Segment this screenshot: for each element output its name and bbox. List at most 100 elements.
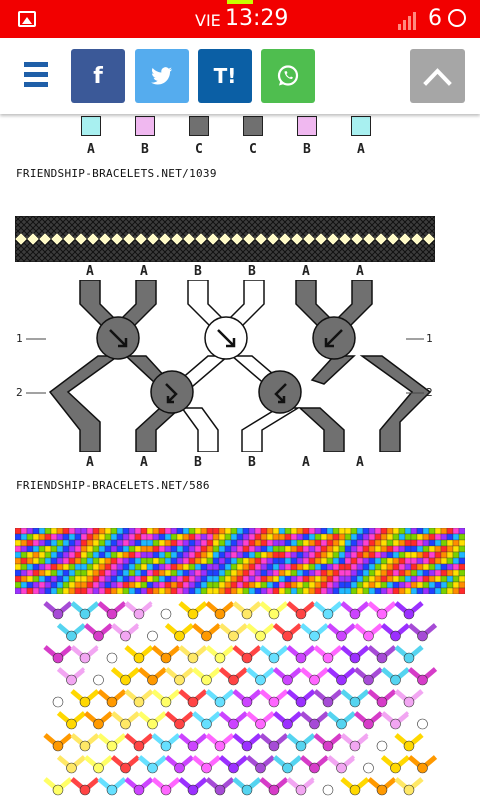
bracelet-cell (452, 545, 460, 553)
knot-mark (282, 630, 293, 642)
bracelet-cell (440, 533, 448, 541)
bracelet-cell (302, 575, 310, 583)
bracelet-cell (20, 545, 28, 553)
bracelet-cell (194, 545, 202, 553)
bracelet-cell (80, 533, 88, 541)
bracelet-cell (404, 528, 412, 535)
knot-mark (376, 608, 388, 620)
diamond-mark (110, 232, 124, 246)
bracelet-cell (368, 581, 376, 589)
bracelet-cell (44, 539, 52, 547)
knot-mark (120, 762, 131, 774)
knot-mark (403, 740, 415, 752)
bracelet-cell (278, 563, 286, 571)
bracelet-cell (260, 575, 268, 583)
bracelet-cell (314, 557, 322, 565)
pattern-url[interactable]: FRIENDSHIP-BRACELETS.NET/1039 (16, 167, 217, 180)
bracelet-cell (272, 528, 280, 535)
twitter-share-button[interactable] (135, 49, 189, 103)
bracelet-cell (344, 575, 352, 583)
bracelet-cell (86, 533, 94, 541)
bracelet-cell (404, 551, 412, 559)
bracelet-cell (440, 575, 448, 583)
bracelet-cell (272, 581, 280, 589)
bracelet-cell (332, 545, 340, 553)
bracelet-cell (374, 545, 382, 553)
bracelet-cell (386, 575, 394, 583)
bracelet-cell (38, 569, 46, 577)
bracelet-cell (380, 533, 388, 541)
pattern-url[interactable]: FRIENDSHIP-BRACELETS.NET/586 (16, 479, 210, 492)
bracelet-cell (15, 551, 22, 559)
bracelet-cell (128, 533, 136, 541)
bracelet-cell (122, 581, 130, 589)
bracelet-cell (194, 528, 202, 535)
bracelet-cell (410, 569, 418, 577)
knot-mark (160, 608, 172, 620)
diamond-mark (158, 232, 172, 246)
knot-mark (322, 652, 334, 664)
bracelet-cell (254, 528, 262, 535)
taringa-share-button[interactable]: T! (198, 49, 252, 103)
bracelet-cell (416, 545, 424, 553)
rainbow-knot-diagram (43, 601, 438, 796)
knot-mark (376, 740, 388, 752)
bracelet-cell (86, 545, 94, 553)
bracelet-cell (278, 581, 286, 589)
bracelet-cell (74, 569, 82, 577)
bracelet-cell (158, 569, 166, 577)
bracelet-cell (74, 563, 82, 571)
bracelet-cell (86, 563, 94, 571)
bracelet-cell (272, 557, 280, 565)
bracelet-cell (278, 539, 286, 547)
bracelet-cell (356, 533, 364, 541)
bracelet-cell (50, 581, 58, 589)
bracelet-cell (230, 539, 238, 547)
diamond-mark (134, 232, 148, 246)
bracelet-cell (326, 581, 334, 589)
bracelet-cell (404, 557, 412, 565)
bracelet-cell (188, 551, 196, 559)
bracelet-cell (332, 569, 340, 577)
bracelet-cell (356, 563, 364, 571)
bracelet-cell (158, 528, 166, 535)
bracelet-cell (458, 563, 465, 571)
bracelet-cell (308, 557, 316, 565)
whatsapp-share-button[interactable] (261, 49, 315, 103)
bracelet-cell (224, 528, 232, 535)
scroll-to-top-button[interactable] (410, 49, 465, 103)
battery-level: 6 (428, 6, 442, 31)
bracelet-cell (404, 545, 412, 553)
bracelet-cell (254, 539, 262, 547)
hamburger-menu-icon[interactable] (24, 62, 48, 88)
bracelet-cell (266, 581, 274, 589)
status-time: 13:29 (225, 6, 289, 31)
bracelet-cell (74, 581, 82, 589)
facebook-share-button[interactable]: f (71, 49, 125, 103)
knot-mark (187, 608, 199, 620)
bracelet-cell (164, 539, 172, 547)
bracelet-cell (242, 539, 250, 547)
bracelet-cell (170, 545, 178, 553)
gallery-notification-icon (18, 11, 36, 27)
bracelet-cell (176, 545, 184, 553)
bracelet-cell (20, 575, 28, 583)
bracelet-cell (62, 545, 70, 553)
bracelet-cell (422, 569, 430, 577)
bracelet-cell (50, 569, 58, 577)
bracelet-cell (284, 575, 292, 583)
bracelet-cell (260, 563, 268, 571)
bracelet-cell (236, 557, 244, 565)
bracelet-cell (110, 557, 118, 565)
bracelet-cell (62, 528, 70, 535)
bracelet-cell (74, 533, 82, 541)
bracelet-cell (242, 569, 250, 577)
bracelet-cell (176, 575, 184, 583)
bracelet-cell (422, 581, 430, 589)
bracelet-cell (284, 569, 292, 577)
bracelet-cell (128, 563, 136, 571)
bracelet-cell (152, 575, 160, 583)
bracelet-cell (152, 528, 160, 535)
bracelet-cell (116, 563, 124, 571)
bracelet-cell (368, 551, 376, 559)
